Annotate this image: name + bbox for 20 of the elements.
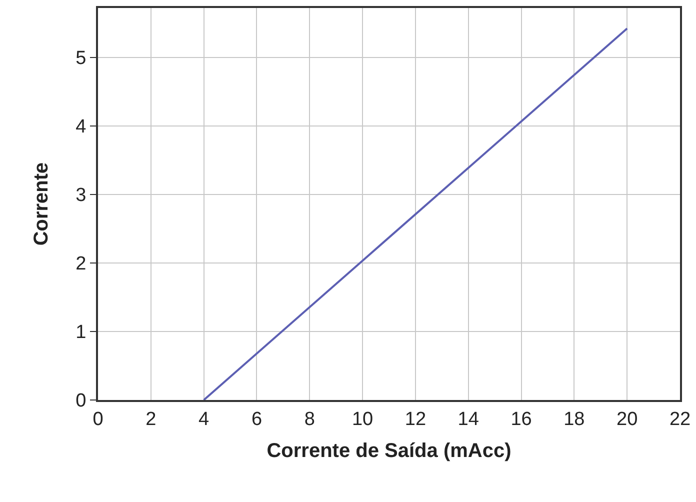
x-tick-label: 16 (510, 408, 532, 430)
y-tick-label: 1 (76, 322, 86, 344)
x-tick-label: 10 (352, 408, 374, 430)
x-tick-label: 4 (198, 408, 210, 430)
x-tick-label: 22 (669, 408, 691, 430)
x-axis-title: Corrente de Saída (mAcc) (266, 440, 512, 462)
x-tick-label: 14 (458, 408, 480, 430)
y-tick-label: 3 (76, 185, 86, 206)
y-tick-label: 2 (76, 254, 86, 275)
y-tick-label: 4 (76, 116, 87, 138)
y-tick-label: 5 (76, 48, 86, 69)
x-tick-label: 6 (251, 408, 262, 430)
x-tick-label: 2 (146, 408, 156, 430)
y-axis-title: Corrente (30, 162, 53, 246)
y-tick-label: 0 (76, 390, 86, 412)
x-tick-label: 0 (92, 408, 104, 430)
x-tick-label: 8 (304, 408, 315, 430)
x-tick-label: 12 (404, 408, 426, 430)
x-tick-label: 18 (564, 408, 585, 430)
x-tick-label: 20 (616, 408, 638, 430)
